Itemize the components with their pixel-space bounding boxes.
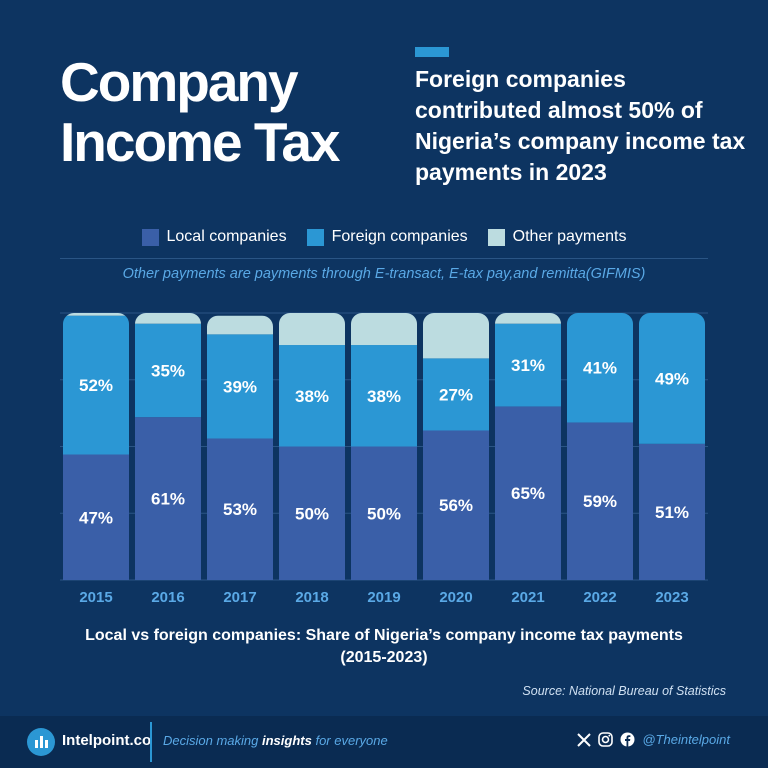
bar-2020 <box>423 313 489 580</box>
bar-segment-other-payments-2019 <box>351 313 417 346</box>
bar-2018 <box>279 313 345 580</box>
bar-segment-foreign-companies-2015 <box>63 315 129 455</box>
x-tick-label-2023: 2023 <box>655 589 688 606</box>
x-tick-label-2020: 2020 <box>439 589 472 606</box>
bar-segment-foreign-companies-2023 <box>639 313 705 444</box>
bar-2019 <box>351 313 417 580</box>
bar-segment-local-companies-2021 <box>495 406 561 580</box>
bar-2022 <box>567 313 633 580</box>
bar-segment-foreign-companies-2022 <box>567 313 633 423</box>
bar-segment-local-companies-2017 <box>207 438 273 580</box>
social-handle[interactable]: @Theintelpoint <box>642 732 730 747</box>
legend-label-local: Local companies <box>166 228 287 245</box>
bar-segment-other-payments-2018 <box>279 313 345 346</box>
bar-segment-foreign-companies-2017 <box>207 334 273 439</box>
footer-separator <box>150 722 152 762</box>
legend-divider <box>60 258 708 259</box>
caption-line-1: Local vs foreign companies: Share of Nig… <box>85 627 683 644</box>
bar-segment-local-companies-2020 <box>423 430 489 580</box>
bar-segment-local-companies-2023 <box>639 443 705 580</box>
legend-item-foreign: Foreign companies <box>306 228 468 246</box>
x-tick-label-2017: 2017 <box>223 589 256 606</box>
headline-subtitle: Foreign companies contributed almost 50%… <box>415 66 746 185</box>
tagline-bold: insights <box>262 733 312 748</box>
data-label-local-companies-2019: 50% <box>367 504 401 523</box>
data-label-foreign-companies-2022: 41% <box>583 359 617 378</box>
x-tick-label-2018: 2018 <box>295 589 328 606</box>
bar-segment-foreign-companies-2020 <box>423 358 489 431</box>
chart-note: Other payments are payments through E-tr… <box>122 266 646 282</box>
legend-label-other: Other payments <box>512 228 627 245</box>
source-note: Source: National Bureau of Statistics <box>522 684 726 698</box>
x-icon[interactable] <box>577 732 592 747</box>
bar-2015 <box>63 313 129 580</box>
tagline-pre: Decision making <box>163 733 262 748</box>
bar-segment-other-payments-2015 <box>63 313 129 316</box>
bar-2016 <box>135 313 201 580</box>
legend-swatch-other <box>487 228 505 246</box>
page-title: Company Income Tax <box>60 51 341 173</box>
legend-swatch-local <box>141 228 159 246</box>
intelpoint-logo-icon[interactable] <box>27 728 55 756</box>
x-tick-label-2015: 2015 <box>79 589 112 606</box>
legend-swatch-foreign <box>306 228 324 246</box>
caption-line-2: (2015-2023) <box>340 649 428 666</box>
legend-label-foreign: Foreign companies <box>331 228 468 245</box>
title-line-2: Income Tax <box>60 111 341 173</box>
bar-segment-local-companies-2015 <box>63 454 129 580</box>
bar-2017 <box>207 315 273 580</box>
data-label-local-companies-2022: 59% <box>583 492 617 511</box>
data-label-foreign-companies-2021: 31% <box>511 356 545 375</box>
instagram-icon[interactable] <box>598 732 614 747</box>
footer: Intelpoint.co Decision making insights f… <box>0 716 768 768</box>
title-line-1: Company <box>60 51 299 113</box>
legend-item-local: Local companies <box>141 228 287 246</box>
chart-legend: Local companies Foreign companies Other … <box>0 228 768 246</box>
tagline: Decision making insights for everyone <box>163 733 388 748</box>
bar-segment-other-payments-2021 <box>495 313 561 324</box>
chart-caption: Local vs foreign companies: Share of Nig… <box>40 625 728 669</box>
legend-item-other: Other payments <box>487 228 627 246</box>
data-label-local-companies-2021: 65% <box>511 484 545 503</box>
data-label-local-companies-2018: 50% <box>295 504 329 523</box>
data-label-local-companies-2017: 53% <box>223 500 257 519</box>
brand-name[interactable]: Intelpoint.co <box>62 732 152 749</box>
social-links: @Theintelpoint <box>577 732 730 747</box>
data-label-local-companies-2016: 61% <box>151 490 185 509</box>
data-label-foreign-companies-2018: 38% <box>295 387 329 406</box>
data-label-foreign-companies-2019: 38% <box>367 387 401 406</box>
data-label-local-companies-2020: 56% <box>439 496 473 515</box>
facebook-icon[interactable] <box>620 732 635 747</box>
bar-segment-local-companies-2022 <box>567 422 633 580</box>
x-tick-label-2021: 2021 <box>511 589 544 606</box>
bar-segment-local-companies-2019 <box>351 446 417 580</box>
data-label-foreign-companies-2015: 52% <box>79 376 113 395</box>
data-label-local-companies-2023: 51% <box>655 503 689 522</box>
bar-segment-foreign-companies-2019 <box>351 345 417 447</box>
accent-bar <box>415 47 449 57</box>
data-label-local-companies-2015: 47% <box>79 508 113 527</box>
bar-segment-foreign-companies-2018 <box>279 345 345 447</box>
tagline-post: for everyone <box>311 733 388 748</box>
bar-segment-other-payments-2017 <box>207 315 273 335</box>
data-label-foreign-companies-2020: 27% <box>439 385 473 404</box>
x-tick-label-2019: 2019 <box>367 589 400 606</box>
data-label-foreign-companies-2017: 39% <box>223 377 257 396</box>
bar-segment-local-companies-2018 <box>279 446 345 580</box>
bar-segment-other-payments-2016 <box>135 313 201 324</box>
bar-segment-other-payments-2020 <box>423 313 489 359</box>
stacked-bar-chart: 47% 52% 2015 61% 35% 2016 53% 39% 2017 50% 38% 2018… <box>60 312 708 606</box>
x-tick-label-2022: 2022 <box>583 589 616 606</box>
bar-2023 <box>639 313 705 580</box>
bar-segment-foreign-companies-2021 <box>495 323 561 407</box>
x-tick-label-2016: 2016 <box>151 589 184 606</box>
bar-segment-local-companies-2016 <box>135 417 201 580</box>
bar-segment-foreign-companies-2016 <box>135 323 201 418</box>
bar-2021 <box>495 313 561 580</box>
data-label-foreign-companies-2023: 49% <box>655 369 689 388</box>
data-label-foreign-companies-2016: 35% <box>151 361 185 380</box>
